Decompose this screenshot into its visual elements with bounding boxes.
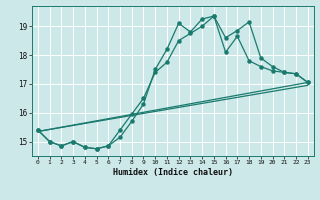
X-axis label: Humidex (Indice chaleur): Humidex (Indice chaleur) [113, 168, 233, 177]
